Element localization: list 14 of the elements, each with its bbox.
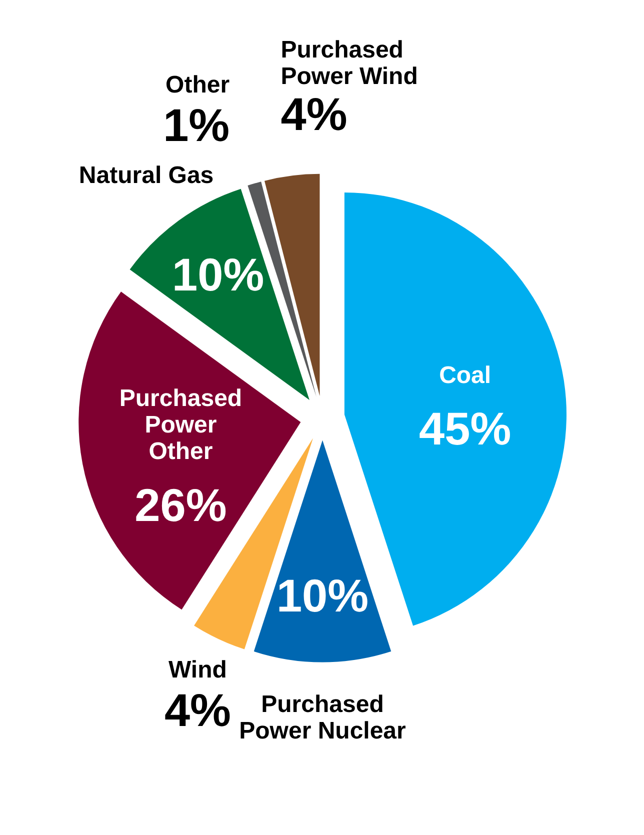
slice-label: Purchased Power Wind bbox=[280, 36, 418, 90]
data-label: 45% bbox=[419, 402, 512, 455]
data-label: 4% bbox=[164, 684, 231, 736]
slice-label: Purchased Power Other bbox=[119, 385, 242, 465]
slice-label: Purchased Power Nuclear bbox=[239, 691, 406, 744]
data-label: 4% bbox=[280, 88, 348, 140]
data-label: 10% bbox=[172, 248, 264, 300]
slice-label: Coal bbox=[439, 362, 492, 389]
slice-label: Other bbox=[166, 71, 230, 98]
slice-label: Natural Gas bbox=[78, 162, 214, 189]
data-label: 26% bbox=[134, 479, 227, 532]
data-label: 1% bbox=[163, 98, 230, 151]
slice-label: Wind bbox=[168, 656, 227, 684]
data-label: 10% bbox=[276, 570, 369, 622]
